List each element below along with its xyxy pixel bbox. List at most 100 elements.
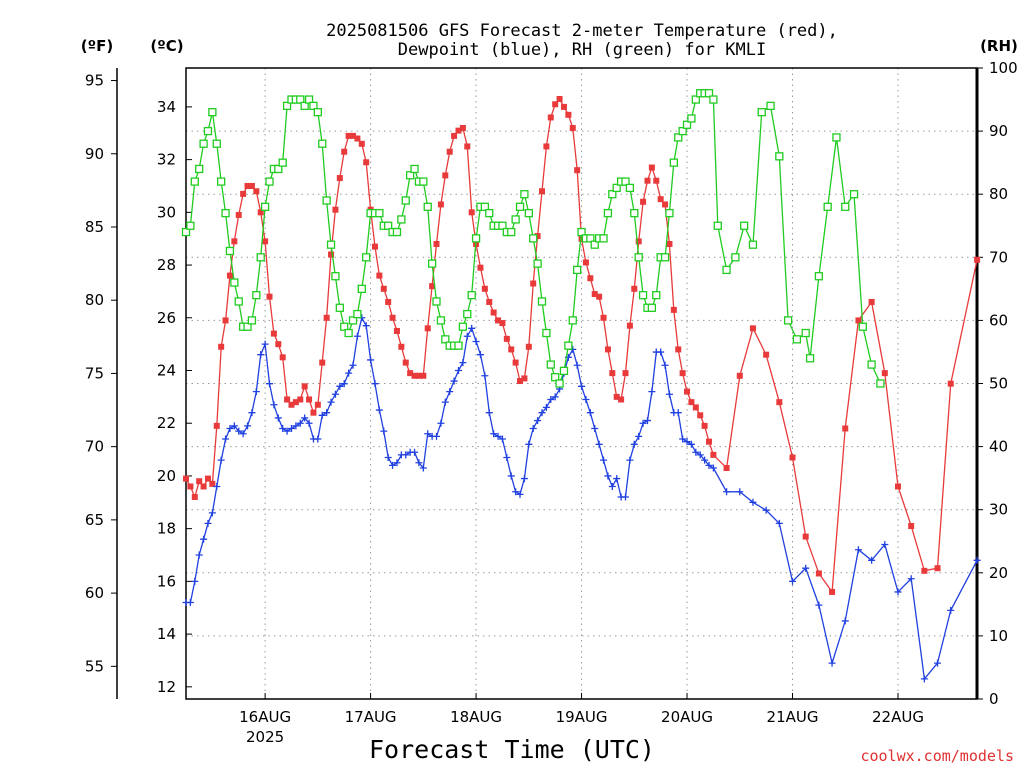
fahrenheit-unit-label: (ºF) [81,37,113,55]
dewpoint-point [340,380,348,388]
rh-point [691,95,700,104]
rh-point [678,126,687,136]
temperature-point [222,317,229,324]
dewpoint-point [503,453,511,461]
rh-point [665,208,674,218]
dewpoint-point [226,424,234,432]
dewpoint-point [802,564,810,572]
data-series [181,89,981,683]
temperature-point [626,322,633,329]
dewpoint-point [476,351,484,359]
temperature-point [398,343,405,350]
temperature-point [675,346,682,353]
temperature-point [257,209,264,216]
rh-point [498,221,507,230]
temperature-point [253,188,260,195]
axis-ticks: 16AUG 2025 17AUG 18AUG 19AUG 20AUG 21AUG 22AUG 0… [85,59,1018,746]
temperature-point [345,132,352,139]
temperature-point [701,422,708,429]
temperature-point [191,494,198,501]
celsius-tick-label: 30 [157,203,176,221]
dewpoint-point [608,482,616,490]
celsius-unit-label: (ºC) [150,37,183,55]
celsius-tick-label: 24 [157,362,176,380]
dewpoint-point [920,675,928,683]
rh-point [775,152,784,161]
rh-point [687,114,696,123]
temperature-point [306,396,313,403]
celsius-tick-label: 22 [157,414,176,432]
dewpoint-point [411,448,419,456]
rh-point [181,227,191,237]
temperature-point [244,182,251,189]
dewpoint-point [907,575,915,583]
rh-point [256,253,265,262]
dewpoint-point [507,472,515,480]
rh-point [199,139,208,148]
temperature-point [363,159,370,166]
dewpoint-point [775,519,783,527]
dewpoint-point [894,588,902,596]
dewpoint-point [305,419,313,427]
rh-point [608,190,617,199]
temperature-point [908,523,915,530]
rh-point [704,89,714,98]
dewpoint-point [494,432,502,440]
fahrenheit-tick-label: 80 [85,291,104,309]
chart-title-line2: Dewpoint (blue), RH (green) for KMLI [398,40,766,60]
temperature-point [556,95,563,102]
rh-tick-label: 100 [989,59,1018,77]
temperature-point [666,240,673,247]
temperature-point [947,380,954,387]
dewpoint-point [235,427,243,435]
rh-unit-label: (RH) [980,37,1018,55]
temperature-point [934,565,941,572]
temperature-point [613,393,620,400]
temperature-point [402,359,409,366]
temperature-point [657,196,664,203]
dewpoint-point [217,456,225,464]
temperature-point [894,483,901,490]
rh-point [647,303,657,312]
rh-point [265,177,274,186]
rh-point [432,297,441,306]
dewpoint-point [274,414,282,422]
rh-point [458,322,468,331]
dewpoint-point [424,430,432,438]
temperature-point [503,335,510,342]
dewpoint-point [213,482,221,490]
temperature-point [881,370,888,377]
temperature-point [521,375,528,382]
temperature-point [574,167,581,174]
temperature-point [692,404,699,411]
rh-point [524,208,533,218]
x-tick-label: 22AUG [872,708,924,726]
rh-point [423,202,432,211]
rh-tick-label: 10 [989,627,1008,645]
rh-point [634,253,643,262]
rh-point [397,215,406,224]
temperature-point [543,143,550,150]
temperature-point [763,351,770,358]
rh-tick-label: 70 [989,248,1008,266]
rh-point [805,354,815,363]
temperature-point [587,275,594,282]
temperature-point [670,306,677,313]
dewpoint-point [490,430,498,438]
dewpoint-point [841,617,849,625]
rh-point [304,95,314,104]
rh-point [573,265,582,275]
dewpoint-point [472,338,480,346]
dewpoint-point [244,422,252,430]
temperature-point [534,233,541,240]
rh-point [463,309,472,319]
temperature-point [622,370,629,377]
dewpoint-point [604,472,612,480]
dewpoint-point [520,475,528,483]
dewpoint-point [696,451,704,459]
celsius-tick-label: 20 [157,467,176,485]
dewpoint-point [230,422,238,430]
celsius-tick-label: 26 [157,309,176,327]
temperature-point [336,175,343,182]
dewpoint-point [402,451,410,459]
